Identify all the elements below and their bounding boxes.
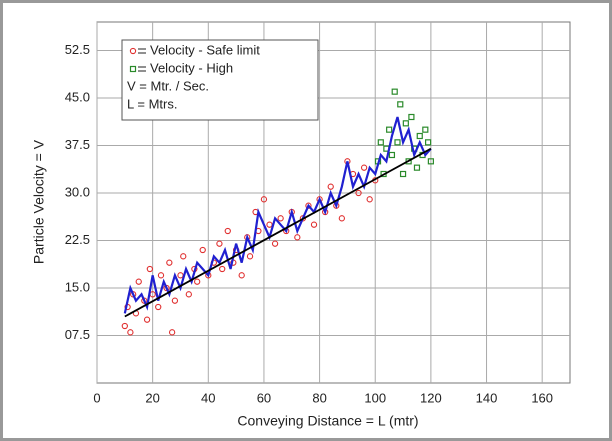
- y-tick-label: 15.0: [65, 279, 90, 294]
- line: [123, 116, 432, 314]
- point: [425, 139, 432, 146]
- legend-marker: [129, 47, 137, 55]
- point: [413, 164, 421, 171]
- point: [121, 322, 128, 330]
- line: [124, 147, 432, 318]
- point: [391, 88, 398, 95]
- point: [338, 215, 345, 222]
- point: [386, 126, 393, 133]
- point: [155, 303, 162, 311]
- y-tick-label: 07.5: [65, 327, 90, 342]
- point: [355, 189, 362, 197]
- point: [277, 215, 284, 222]
- y-tick-label: 45.0: [65, 89, 90, 104]
- y-tick-label: 52.5: [65, 42, 90, 57]
- y-tick-label: 22.5: [65, 232, 90, 247]
- y-tick-label: 37.5: [65, 137, 90, 152]
- point: [260, 196, 268, 203]
- point: [219, 265, 226, 273]
- point: [397, 101, 404, 108]
- x-tick-label: 60: [257, 390, 271, 405]
- point: [238, 272, 245, 279]
- point: [427, 158, 434, 165]
- point: [394, 139, 401, 146]
- point: [402, 120, 409, 127]
- point: [135, 278, 142, 285]
- point: [408, 113, 415, 121]
- x-tick-label: 160: [531, 390, 553, 405]
- point: [224, 227, 231, 235]
- legend-label: Velocity - High: [150, 60, 233, 75]
- point: [246, 253, 254, 260]
- point: [310, 221, 318, 228]
- y-axis-label: Particle Velocity = V: [31, 139, 47, 264]
- y-tick-label: 30.0: [65, 184, 90, 199]
- point: [171, 297, 179, 304]
- annotation: V = Mtr. / Sec.: [127, 78, 209, 93]
- legend-marker: [129, 65, 137, 73]
- x-tick-label: 120: [420, 390, 442, 405]
- x-tick-label: 0: [93, 390, 100, 405]
- point: [366, 196, 373, 203]
- point: [127, 329, 134, 336]
- point: [166, 259, 173, 266]
- point: [194, 278, 201, 285]
- x-tick-label: 80: [312, 390, 326, 405]
- point: [146, 265, 154, 273]
- point: [157, 272, 165, 279]
- x-tick-label: 40: [201, 390, 215, 405]
- point: [180, 253, 187, 260]
- x-axis-label: Conveying Distance = L (mtr): [237, 413, 418, 429]
- point: [199, 246, 206, 254]
- annotation: L = Mtrs.: [127, 96, 177, 111]
- x-tick-label: 100: [364, 390, 386, 405]
- legend-box: [121, 39, 319, 121]
- point: [168, 329, 176, 336]
- x-tick-label: 20: [145, 390, 159, 405]
- point: [416, 132, 423, 140]
- point: [360, 164, 368, 171]
- x-tick-label: 140: [476, 390, 498, 405]
- point: [143, 316, 151, 323]
- point: [271, 240, 279, 247]
- point: [388, 151, 396, 159]
- point: [294, 234, 301, 241]
- legend-label: Velocity - Safe limit: [150, 42, 260, 57]
- point: [327, 183, 334, 190]
- point: [185, 291, 192, 298]
- point: [399, 170, 407, 178]
- point: [377, 139, 384, 146]
- point: [422, 126, 429, 133]
- point: [216, 240, 223, 247]
